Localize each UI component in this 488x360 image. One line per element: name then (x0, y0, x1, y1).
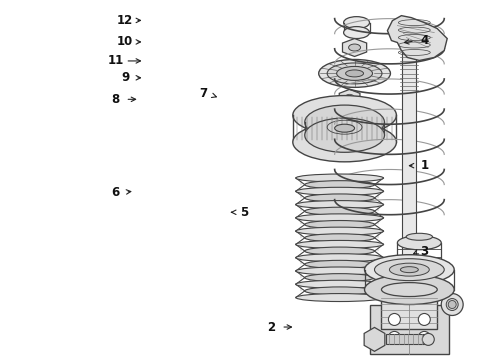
Polygon shape (364, 328, 384, 351)
Circle shape (447, 301, 455, 309)
Text: 12: 12 (117, 14, 133, 27)
Ellipse shape (304, 274, 374, 282)
Ellipse shape (334, 124, 354, 132)
Ellipse shape (397, 280, 440, 294)
Ellipse shape (295, 187, 383, 195)
Ellipse shape (345, 94, 353, 100)
Text: 5: 5 (240, 206, 248, 219)
FancyBboxPatch shape (369, 305, 448, 354)
Text: 8: 8 (111, 93, 119, 106)
Ellipse shape (295, 254, 383, 262)
Circle shape (417, 314, 429, 325)
Ellipse shape (374, 259, 443, 280)
Ellipse shape (364, 275, 453, 305)
Ellipse shape (388, 263, 428, 276)
Ellipse shape (304, 194, 374, 202)
Ellipse shape (292, 122, 396, 162)
Ellipse shape (304, 221, 374, 229)
Ellipse shape (400, 267, 417, 273)
Ellipse shape (304, 287, 374, 295)
Ellipse shape (406, 233, 431, 240)
Ellipse shape (343, 27, 369, 39)
Ellipse shape (295, 280, 383, 288)
Text: 6: 6 (111, 186, 119, 199)
Ellipse shape (295, 201, 383, 208)
Ellipse shape (364, 255, 453, 285)
Text: 9: 9 (121, 71, 129, 84)
Ellipse shape (304, 207, 374, 215)
Polygon shape (339, 89, 359, 105)
Polygon shape (342, 39, 366, 57)
Ellipse shape (343, 17, 369, 28)
Text: 10: 10 (117, 35, 133, 49)
Ellipse shape (295, 174, 383, 182)
Ellipse shape (304, 181, 374, 189)
Ellipse shape (304, 247, 374, 255)
FancyBboxPatch shape (402, 50, 415, 289)
Circle shape (387, 332, 400, 343)
Ellipse shape (292, 95, 396, 135)
Text: 3: 3 (420, 245, 428, 258)
Polygon shape (386, 15, 447, 60)
Text: 2: 2 (266, 320, 275, 333)
Ellipse shape (422, 333, 433, 345)
Ellipse shape (345, 70, 363, 77)
Ellipse shape (326, 63, 381, 84)
FancyBboxPatch shape (381, 289, 436, 329)
Ellipse shape (304, 105, 384, 139)
Ellipse shape (440, 293, 462, 315)
Text: 1: 1 (420, 159, 428, 172)
Ellipse shape (295, 240, 383, 248)
Ellipse shape (304, 260, 374, 268)
Ellipse shape (304, 118, 384, 152)
FancyBboxPatch shape (386, 334, 424, 345)
Ellipse shape (295, 214, 383, 222)
Ellipse shape (318, 59, 389, 87)
Text: 4: 4 (420, 33, 428, 47)
Ellipse shape (304, 234, 374, 242)
Ellipse shape (336, 67, 372, 80)
Text: 11: 11 (107, 54, 123, 67)
Ellipse shape (381, 283, 436, 297)
Ellipse shape (295, 267, 383, 275)
Ellipse shape (295, 293, 383, 302)
Ellipse shape (348, 44, 360, 51)
Ellipse shape (295, 227, 383, 235)
Ellipse shape (446, 298, 457, 310)
Ellipse shape (397, 236, 440, 250)
Circle shape (387, 314, 400, 325)
Circle shape (417, 332, 429, 343)
Text: 7: 7 (199, 87, 207, 100)
